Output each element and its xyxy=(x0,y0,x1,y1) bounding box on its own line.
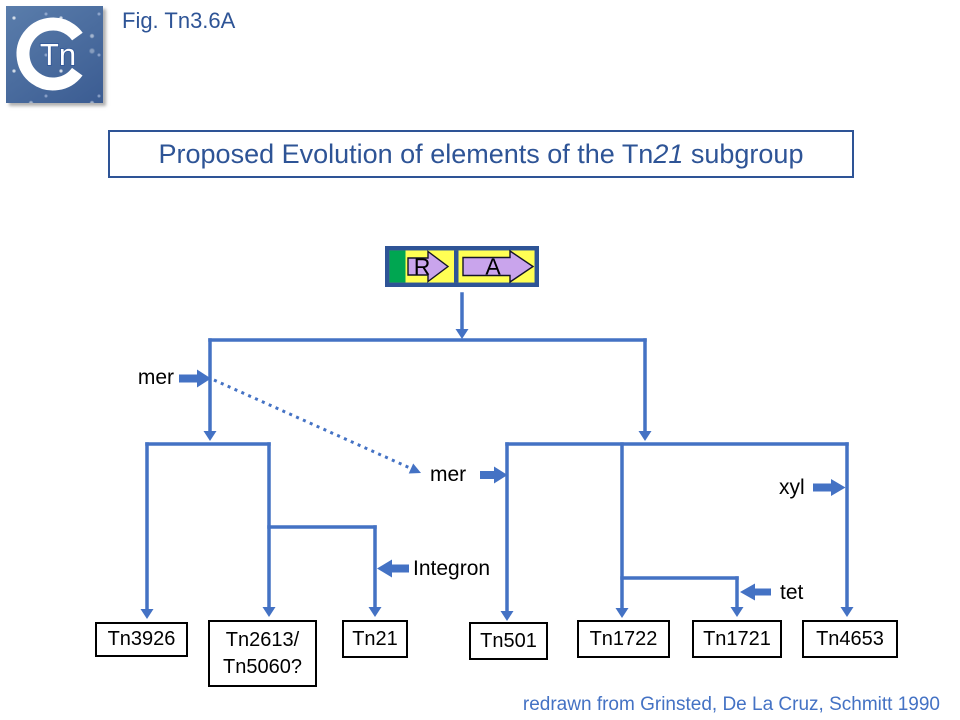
node-box-tn4653: Tn4653 xyxy=(802,620,898,658)
node-box-tn501: Tn501 xyxy=(469,622,548,660)
node-box-tn1722: Tn1722 xyxy=(577,620,670,658)
xyl-arrow xyxy=(813,479,846,496)
tn-logo-graphic: Tn xyxy=(16,17,90,91)
node-label: Tn1721 xyxy=(703,627,771,650)
node-label-line2: Tn5060? xyxy=(223,655,302,678)
gene-arrow-r xyxy=(407,250,450,283)
tn1722-arrowhead xyxy=(615,608,629,618)
mer-right-label: mer xyxy=(430,463,467,486)
right-branch-arrowhead xyxy=(638,431,652,441)
node-label: Tn1722 xyxy=(589,627,658,650)
node-label: Tn21 xyxy=(352,627,398,650)
title-text-prefix: Proposed Evolution of elements of the Tn xyxy=(158,138,654,169)
title-box: Proposed Evolution of elements of the Tn… xyxy=(108,130,854,178)
left-branch-arrowhead xyxy=(203,431,217,441)
mer-right-arrow xyxy=(480,466,508,484)
node-box-tn2613-tn5060: Tn2613/ Tn5060? xyxy=(208,620,317,687)
node-label: Tn4653 xyxy=(816,627,884,650)
node-box-tn21: Tn21 xyxy=(342,620,408,658)
tn2613-arrowhead xyxy=(262,607,276,617)
tn1721-arrowhead xyxy=(730,607,744,617)
gene-arrow-a-label: A xyxy=(485,254,501,280)
integron-arrow xyxy=(377,559,409,578)
tn501-arrowhead xyxy=(500,611,514,621)
tn3926-arrowhead xyxy=(140,609,154,619)
mer-transfer-dotted-line xyxy=(213,378,411,470)
mer-left-arrow xyxy=(179,369,211,388)
element-green-segment xyxy=(389,250,406,283)
tn-logo: Tn xyxy=(6,6,103,103)
logo-c-ring xyxy=(16,17,90,91)
node-label: Tn501 xyxy=(480,629,537,652)
node-box-tn3926: Tn3926 xyxy=(95,622,188,657)
node-label-line1: Tn2613/ xyxy=(225,628,300,651)
xyl-label: xyl xyxy=(779,476,805,499)
tn4653-arrowhead xyxy=(840,607,854,617)
element-divider xyxy=(454,250,459,283)
mer-transfer-arrowhead xyxy=(408,463,421,474)
title-text-italic: 21 xyxy=(653,138,684,169)
node-label: Tn3926 xyxy=(107,628,176,650)
tet-label: tet xyxy=(780,581,804,604)
title-text-suffix: subgroup xyxy=(683,138,804,169)
citation-text: redrawn from Grinsted, De La Cruz, Schmi… xyxy=(522,694,940,715)
tn21-arrowhead xyxy=(368,607,382,617)
gene-arrow-a xyxy=(462,249,535,284)
node-box-tn1721: Tn1721 xyxy=(692,620,782,658)
ancestral-transposon-element: R A xyxy=(385,246,539,287)
gene-arrow-r-label: R xyxy=(414,254,431,280)
integron-label: Integron xyxy=(413,557,491,580)
stem-arrowhead xyxy=(455,329,469,339)
figure-label: Fig. Tn3.6A xyxy=(122,8,236,33)
logo-tn-text: Tn xyxy=(40,37,76,72)
mer-left-label: mer xyxy=(137,366,174,389)
tet-arrow xyxy=(740,583,771,601)
